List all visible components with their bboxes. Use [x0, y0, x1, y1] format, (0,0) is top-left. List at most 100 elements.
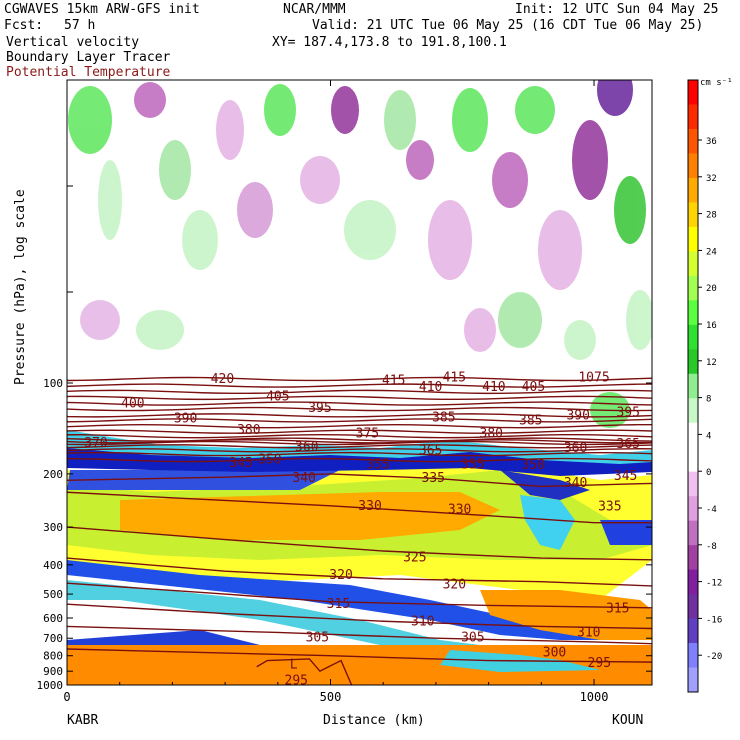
org-label: NCAR/MMM [283, 2, 346, 17]
x-tick-label: 500 [320, 690, 342, 704]
theta-contour-line [67, 444, 652, 449]
colorbar-swatch [688, 569, 698, 595]
theta-contour-line [67, 376, 652, 382]
colorbar-swatch [688, 177, 698, 203]
y-tick-label: 500 [43, 588, 63, 601]
theta-label: 370 [84, 436, 107, 451]
x-axis: 0 500 1000 [63, 80, 608, 704]
theta-contour-line [67, 395, 652, 401]
colorbar-swatch [688, 300, 698, 326]
theta-contour-line [67, 429, 652, 434]
colorbar-tick-label: 36 [706, 137, 717, 147]
theta-label: 305 [306, 631, 329, 646]
y-axis-title: Pressure (hPa), log scale [13, 189, 28, 385]
theta-label: 385 [519, 413, 542, 428]
theta-contours [67, 376, 652, 685]
colorbar-swatch [688, 545, 698, 571]
theta-contour-line [67, 473, 652, 488]
y-tick-label: 300 [43, 521, 63, 534]
theta-contour-line [67, 603, 652, 630]
theta-label: 350 [522, 458, 545, 473]
forecast-label: Fcst: [4, 18, 44, 33]
valid-time: Valid: 21 UTC Tue 06 May 25 (16 CDT Tue … [312, 18, 704, 33]
theta-contour-line [67, 491, 652, 524]
colorbar-swatch [688, 594, 698, 620]
field-boundary-layer-tracer: Boundary Layer Tracer [6, 50, 171, 65]
x-axis-title: Distance (km) [323, 713, 425, 728]
colorbar-tick-label: 4 [706, 431, 711, 441]
colorbar-swatch [688, 447, 698, 473]
theta-label: 295 [588, 656, 611, 671]
colorbar-tick-label: 0 [706, 468, 711, 478]
x-tick-label: 1000 [580, 690, 609, 704]
y-tick-label: 200 [43, 468, 63, 481]
theta-label: 335 [598, 499, 621, 514]
theta-contour-line [67, 406, 652, 412]
colorbar-swatch [688, 226, 698, 252]
y-tick-label: 800 [43, 650, 63, 663]
theta-label: 395 [617, 405, 640, 420]
colorbar-tick-label: 20 [706, 284, 717, 294]
y-tick-label: 900 [43, 665, 63, 678]
theta-label: 365 [617, 437, 640, 452]
theta-contour-line [67, 526, 652, 561]
theta-contour-line [67, 413, 652, 418]
theta-label: 405 [522, 380, 545, 395]
colorbar-units: cm s⁻¹ [700, 78, 733, 88]
theta-contour-line [67, 389, 652, 395]
colorbar-tick-label: -8 [706, 542, 717, 552]
colorbar-tick-label: -12 [706, 579, 722, 589]
theta-contour-line [67, 401, 652, 406]
theta-label: 295 [285, 673, 308, 688]
colorbar: 36 32 28 24 20 16 12 8 4 0 -4 -8 -12 -16 -20 [687, 79, 722, 693]
y-tick-label: 600 [43, 612, 63, 625]
xy-endpoints: XY= 187.4,173.8 to 191.8,100.1 [272, 35, 507, 50]
theta-label: 380 [480, 427, 503, 442]
colorbar-swatch [688, 496, 698, 522]
y-tick-label: 100 [43, 377, 63, 390]
theta-label: 375 [356, 427, 379, 442]
theta-contour-line [67, 423, 652, 429]
theta-label: 315 [327, 597, 350, 612]
theta-label: 355 [366, 457, 389, 472]
colorbar-swatch [688, 349, 698, 375]
theta-label: 315 [606, 601, 629, 616]
theta-label: 400 [121, 397, 144, 412]
colorbar-tick-label: -16 [706, 615, 722, 625]
colorbar-swatch [688, 275, 698, 301]
colorbar-tick-label: 12 [706, 358, 717, 368]
theta-label: 310 [411, 614, 434, 629]
theta-label: 340 [292, 471, 315, 486]
forecast-value: 57 h [64, 18, 96, 33]
colorbar-swatch [688, 251, 698, 277]
theta-label: 1075 [578, 371, 609, 386]
shaded-field [67, 80, 652, 685]
theta-label: 410 [419, 380, 442, 395]
theta-label: 415 [382, 373, 405, 388]
theta-contour-line [67, 625, 652, 645]
x-tick-label: 0 [63, 690, 70, 704]
theta-contour-line [256, 658, 353, 685]
theta-label: 390 [566, 408, 589, 423]
theta-label: 360 [564, 441, 587, 456]
theta-contour-line [67, 648, 652, 663]
theta-label: 320 [329, 568, 352, 583]
theta-label: 325 [403, 550, 426, 565]
colorbar-tick-label: -4 [706, 505, 717, 515]
theta-label: 320 [443, 578, 466, 593]
theta-contour-line [67, 383, 652, 388]
theta-label: 340 [564, 476, 587, 491]
theta-contour-line [67, 582, 652, 609]
colorbar-swatch [688, 80, 698, 105]
theta-contour-line [67, 418, 652, 423]
theta-label: 410 [482, 380, 505, 395]
colorbar-tick-label: -20 [706, 652, 722, 662]
theta-label: 385 [432, 410, 455, 425]
theta-label: 345 [614, 469, 637, 484]
colorbar-swatch [688, 128, 698, 154]
y-tick-label: 700 [43, 632, 63, 645]
theta-label: 300 [543, 645, 566, 660]
theta-contour-line [67, 457, 652, 463]
